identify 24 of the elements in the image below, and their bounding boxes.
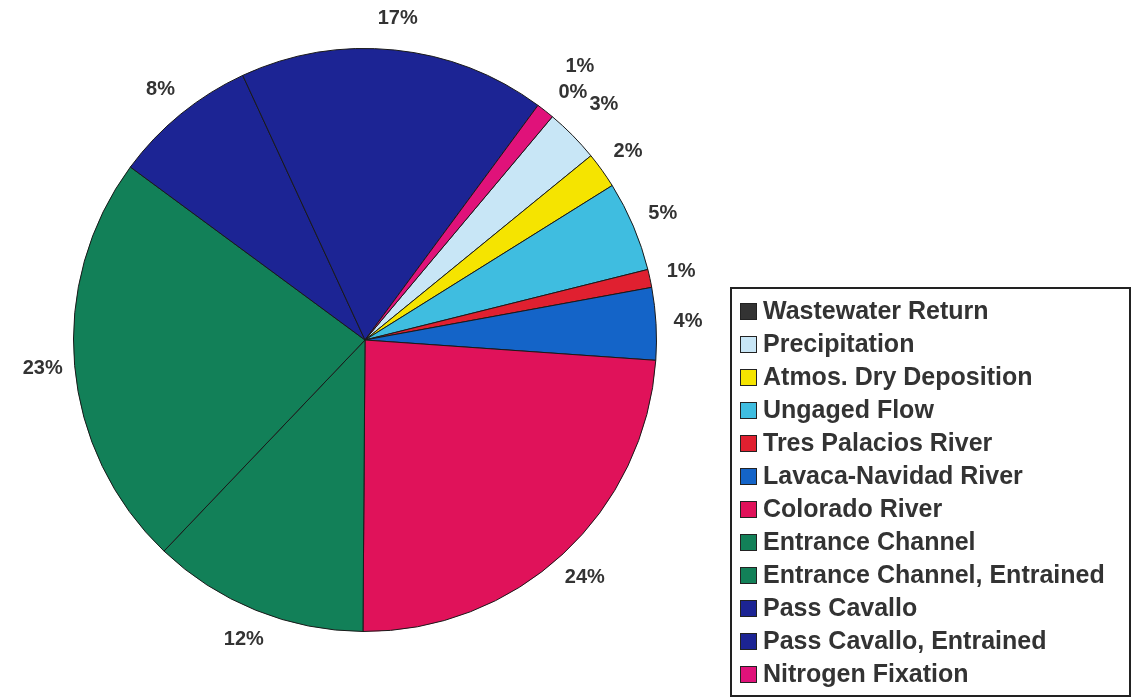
legend-label: Ungaged Flow <box>763 394 934 424</box>
data-label: 2% <box>613 139 643 162</box>
legend-label: Tres Palacios River <box>763 427 993 457</box>
legend-label: Lavaca-Navidad River <box>763 460 1023 490</box>
legend-label: Precipitation <box>763 328 915 358</box>
legend-label: Colorado River <box>763 493 943 523</box>
data-label: 1% <box>565 54 595 77</box>
data-label: 3% <box>589 91 619 114</box>
data-label: 23% <box>22 355 63 378</box>
data-label: 4% <box>673 309 703 332</box>
legend-label: Wastewater Return <box>763 295 989 325</box>
legend-label: Atmos. Dry Deposition <box>763 361 1033 391</box>
text: 0% <box>558 79 588 102</box>
legend-label: Entrance Channel <box>763 526 976 556</box>
data-label: 12% <box>223 627 265 650</box>
data-label: 8% <box>146 76 176 99</box>
data-label: 5% <box>648 201 678 224</box>
legend-label: Pass Cavallo <box>763 592 918 622</box>
data-label: 1% <box>666 259 696 282</box>
legend-label: Pass Cavallo, Entrained <box>763 625 1047 655</box>
legend-label: Nitrogen Fixation <box>763 658 969 688</box>
data-label: 17% <box>377 5 418 28</box>
legend-label: Entrance Channel, Entrained <box>763 559 1105 589</box>
data-label: 24% <box>564 564 606 587</box>
